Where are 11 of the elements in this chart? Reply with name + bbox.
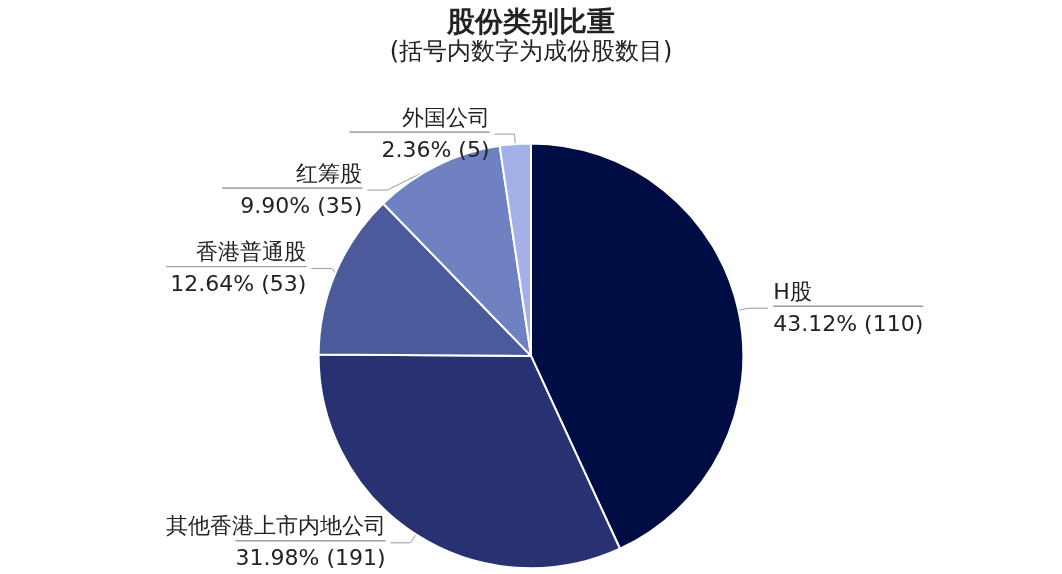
data-label: 43.12% (110) xyxy=(773,310,924,336)
data-label: 9.90% (35) xyxy=(240,192,363,218)
chart-subtitle: (括号内数字为成份股数目) xyxy=(389,37,673,65)
slice-label: 红筹股 xyxy=(296,160,363,186)
slice-label: 外国公司 xyxy=(401,104,490,130)
slice-label: 其他香港上市内地公司 xyxy=(165,513,386,539)
slice-label: 香港普通股 xyxy=(196,239,307,265)
slice-label: H股 xyxy=(773,278,812,304)
chart-title: 股份类别比重 xyxy=(446,4,615,38)
data-label: 31.98% (191) xyxy=(235,545,386,571)
data-label: 12.64% (53) xyxy=(170,271,307,297)
